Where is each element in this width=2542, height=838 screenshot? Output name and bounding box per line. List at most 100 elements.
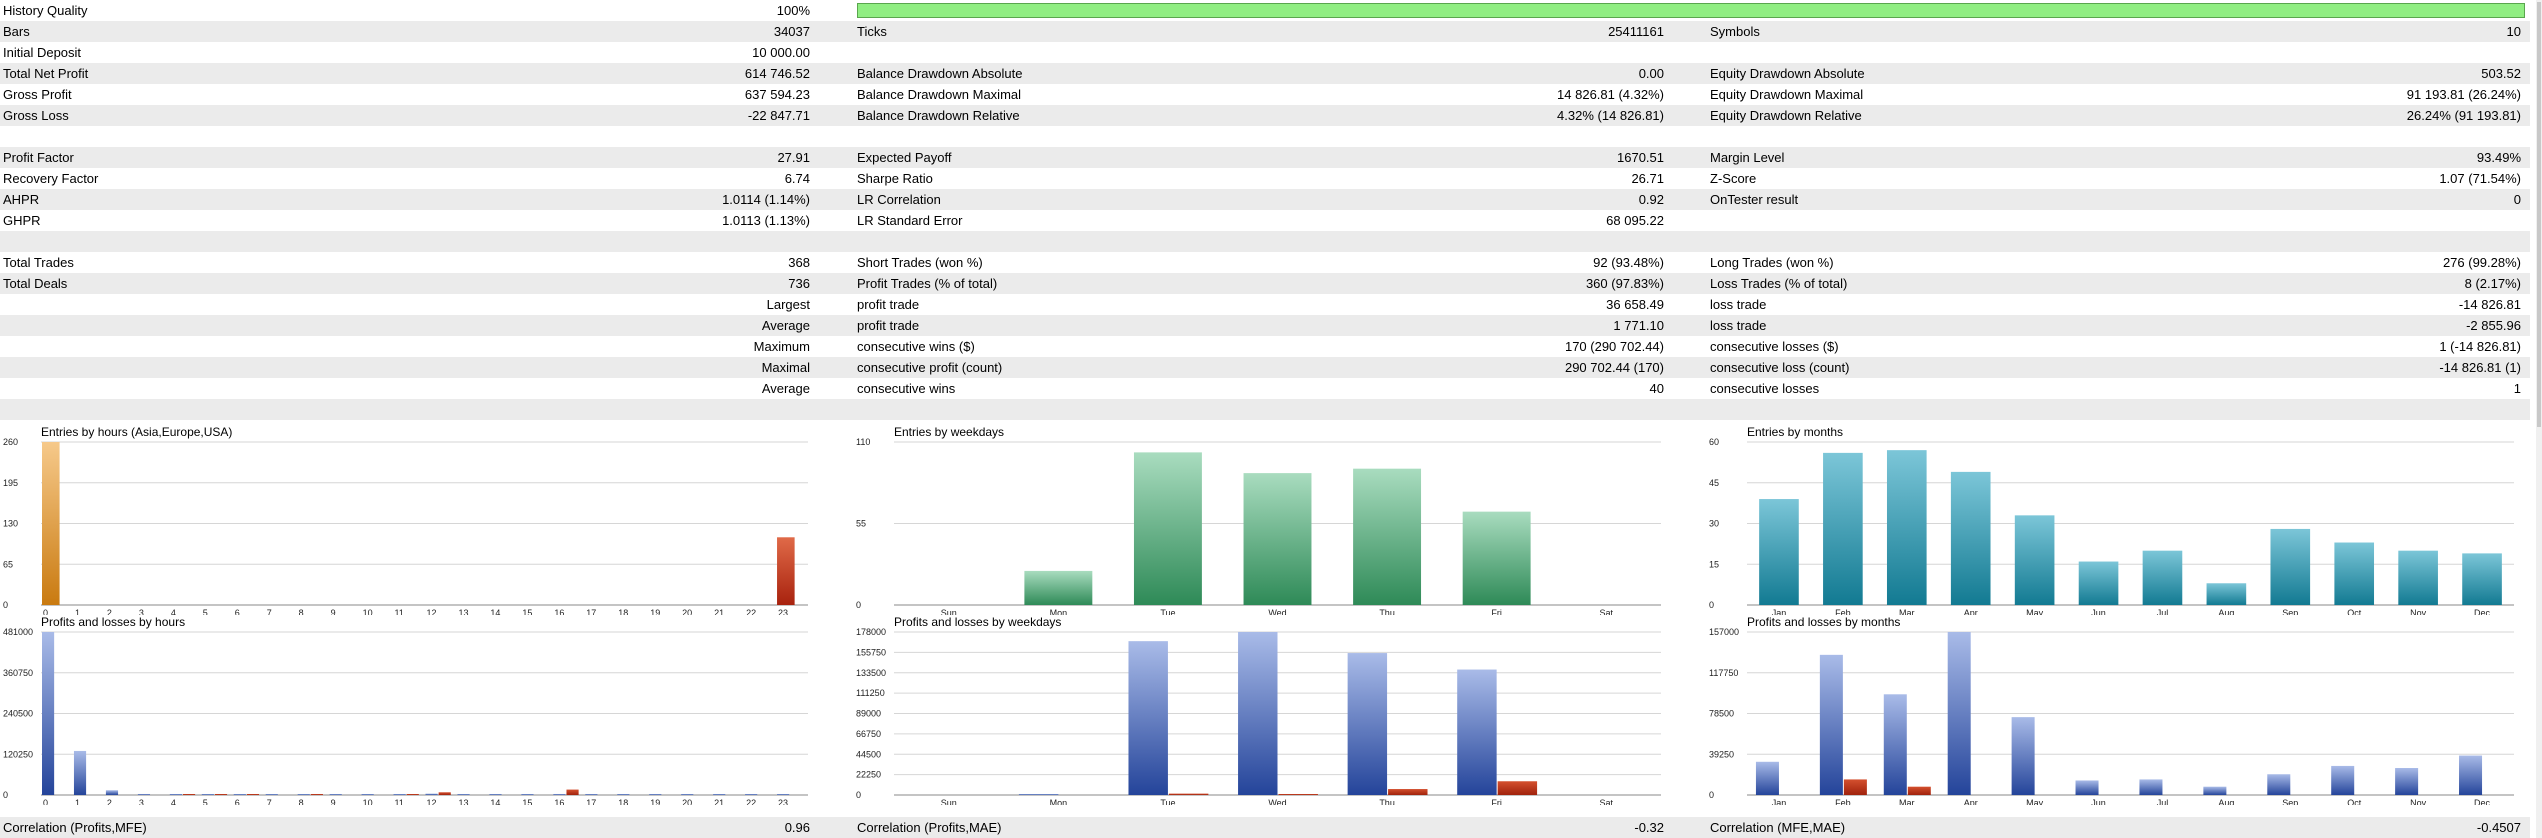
stat-label: Gross Profit	[3, 87, 72, 102]
x-tick-label: 23	[778, 608, 788, 615]
stat-value: 26.71	[1631, 171, 1664, 186]
stats-row: Average consecutive wins 40 consecutive los…	[0, 378, 2530, 399]
history-quality-row: History Quality 100%	[0, 0, 2530, 21]
chart-title: Entries by months	[1747, 425, 1844, 439]
stat-value: 736	[788, 276, 810, 291]
chart-title: Profits and losses by weekdays	[894, 615, 1062, 629]
y-tick-label: 65	[3, 559, 13, 569]
bar	[1886, 450, 1927, 605]
stat-value: 1.0113 (1.13%)	[722, 213, 810, 228]
stat-value: 1670.51	[1617, 150, 1664, 165]
stat-value: 4.32% (14 826.81)	[1557, 108, 1664, 123]
x-tick-label: May	[2026, 608, 2044, 615]
profit-bar	[425, 793, 438, 795]
x-tick-label: Jul	[2157, 608, 2169, 615]
profit-bar	[233, 794, 246, 795]
x-tick-label: Sep	[2282, 608, 2298, 615]
y-tick-label: 360750	[3, 668, 33, 678]
y-tick-label: 15	[1709, 559, 1719, 569]
loss-bar	[1278, 794, 1318, 795]
stat-value: 92 (93.48%)	[1593, 255, 1664, 270]
scrollbar-thumb[interactable]	[2537, 2, 2541, 427]
stat-value: -22 847.71	[747, 108, 810, 123]
loss-bar	[246, 794, 260, 795]
x-tick-label: Feb	[1835, 608, 1851, 615]
x-tick-label: Fri	[1491, 608, 1502, 615]
x-tick-label: 11	[395, 798, 404, 805]
x-tick-label: 3	[139, 608, 144, 615]
y-tick-label: 39250	[1709, 749, 1734, 759]
stat-value: 368	[788, 255, 810, 270]
x-tick-label: Fri	[1491, 798, 1502, 805]
stat-value: 27.91	[777, 150, 810, 165]
x-tick-label: Jul	[2157, 798, 2169, 805]
y-tick-label: 111250	[856, 688, 885, 698]
stat-value: 170 (290 702.44)	[1564, 339, 1664, 354]
stat-label: Ticks	[857, 24, 887, 39]
stat-value: 93.49%	[2476, 150, 2521, 165]
profit-bar	[553, 793, 566, 795]
x-tick-label: 12	[427, 798, 437, 805]
bar	[2398, 550, 2438, 605]
y-tick-label: 22250	[856, 770, 881, 780]
x-tick-label: Feb	[1835, 798, 1851, 805]
stat-label: consecutive loss (count)	[1710, 360, 1850, 375]
profit-bar	[521, 794, 534, 795]
stat-value: -14 826.81	[2458, 297, 2521, 312]
x-tick-label: Aug	[2218, 798, 2234, 805]
x-tick-label: 23	[778, 798, 788, 805]
y-tick-label: 0	[1709, 790, 1714, 800]
y-tick-label: 45	[1709, 478, 1719, 488]
x-tick-label: 1	[75, 608, 80, 615]
stat-label: Equity Drawdown Absolute	[1710, 66, 1865, 81]
x-tick-label: Mon	[1050, 798, 1068, 805]
loss-bar	[182, 794, 196, 795]
bar	[1243, 473, 1312, 605]
bar	[42, 442, 60, 605]
vertical-scrollbar[interactable]	[2536, 0, 2542, 838]
loss-bar	[1388, 789, 1428, 795]
corr-mfe-mae-label: Correlation (MFE,MAE)	[1710, 820, 1846, 835]
x-tick-label: Oct	[2347, 608, 2362, 615]
x-tick-label: Mon	[1050, 608, 1068, 615]
stat-label: Short Trades (won %)	[857, 255, 983, 270]
x-tick-label: 21	[714, 798, 724, 805]
y-tick-label: 155750	[856, 647, 886, 657]
x-tick-label: 15	[522, 608, 532, 615]
loss-bar	[1168, 793, 1209, 795]
stat-label: Bars	[3, 24, 30, 39]
profit-bar	[713, 794, 726, 795]
stat-label: profit trade	[857, 318, 920, 333]
stat-value: Maximum	[753, 339, 810, 354]
stat-label: loss trade	[1710, 297, 1767, 312]
history-quality-value: 100%	[776, 3, 810, 18]
loss-bar	[1843, 779, 1867, 795]
pl-weekdays-chart: Profits and losses by weekdays 0 22250 4450…	[853, 615, 1663, 805]
stat-label: Profit Factor	[3, 150, 74, 165]
stat-label: Sharpe Ratio	[857, 171, 933, 186]
profit-bar	[1018, 794, 1059, 795]
stats-row: Largest profit trade 36 658.49 loss trade -1…	[0, 294, 2530, 315]
x-tick-label: 9	[331, 798, 336, 805]
profit-bar	[1947, 632, 1971, 795]
stats-row	[0, 126, 2530, 147]
stat-label: GHPR	[3, 213, 41, 228]
bar	[2462, 553, 2502, 605]
stat-value: Average	[761, 381, 810, 396]
loss-bar	[1497, 781, 1538, 795]
x-tick-label: 5	[203, 798, 208, 805]
corr-profits-mfe-value: 0.96	[784, 820, 810, 835]
profit-bar	[1238, 632, 1278, 795]
profit-bar	[2203, 786, 2227, 795]
x-tick-label: 10	[363, 608, 373, 615]
profit-bar	[2459, 755, 2483, 795]
profit-bar	[1883, 694, 1907, 795]
profit-bar	[2139, 779, 2163, 795]
pl-months-chart: Profits and losses by months 0 39250 78500 1…	[1706, 615, 2516, 805]
stat-value: 68 095.22	[1606, 213, 1664, 228]
stat-value: 40	[1649, 381, 1664, 396]
profit-bar	[1755, 761, 1779, 795]
x-tick-label: 4	[171, 608, 176, 615]
x-tick-label: 3	[139, 798, 144, 805]
stat-value: Largest	[766, 297, 810, 312]
